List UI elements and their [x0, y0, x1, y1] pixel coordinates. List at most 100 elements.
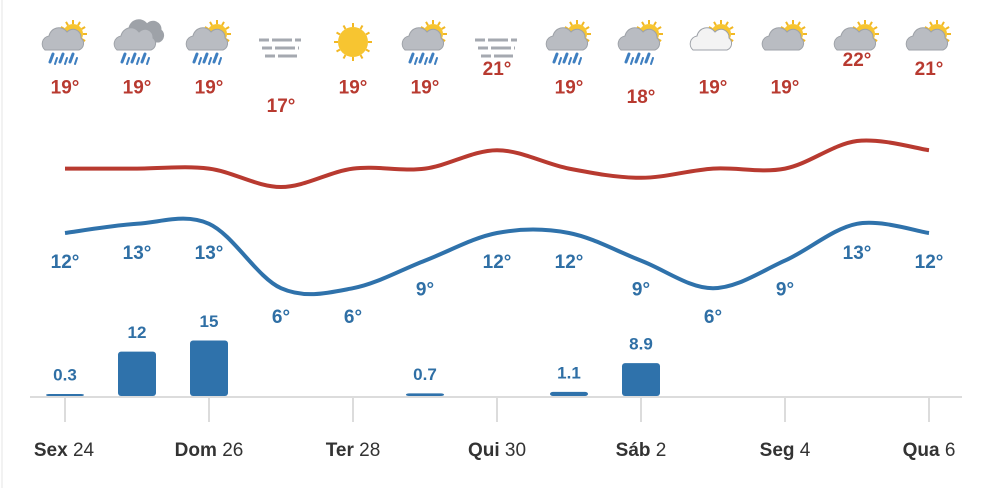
- rain-drop: [434, 57, 438, 65]
- rain-drop: [136, 57, 140, 65]
- rain-drop: [640, 57, 644, 65]
- rain-drop: [414, 57, 418, 65]
- rain-drop: [558, 57, 562, 65]
- weather-icon: [113, 19, 165, 65]
- sun-ray: [581, 21, 585, 26]
- cloud: [545, 27, 589, 51]
- rain-drop: [634, 52, 641, 64]
- low-label: 6°: [344, 307, 362, 328]
- cloud: [905, 27, 949, 51]
- sun-ray: [342, 54, 347, 59]
- precip-bar: [406, 393, 444, 396]
- sun-ray: [221, 21, 225, 26]
- sun: [338, 27, 368, 57]
- rain-drop: [644, 52, 651, 64]
- weather-icon: [259, 38, 301, 58]
- sun-ray: [657, 26, 662, 30]
- cloud: [761, 27, 805, 51]
- sun-ray: [929, 21, 933, 26]
- sun-ray: [336, 48, 341, 53]
- sun-ray: [342, 25, 347, 30]
- x-date: 4: [800, 440, 811, 461]
- high-label: 22°: [843, 50, 872, 71]
- high-label: 19°: [123, 78, 152, 99]
- rain-drop: [208, 57, 212, 65]
- low-label: 13°: [195, 243, 224, 264]
- x-tick-label: Ter 28: [326, 440, 381, 461]
- rain-drop: [146, 57, 150, 65]
- precip-bar: [118, 351, 156, 396]
- rain-drop: [418, 52, 425, 64]
- sun-ray: [65, 21, 69, 26]
- cloud: [41, 27, 85, 51]
- cloud: [185, 27, 229, 51]
- weather-icon: [401, 20, 447, 65]
- rain-drop: [54, 57, 58, 65]
- precip-label: 12: [128, 323, 147, 342]
- high-label: 19°: [699, 78, 728, 99]
- x-date: 2: [656, 440, 667, 461]
- weather-icon: [41, 20, 87, 65]
- sun-ray: [653, 21, 657, 26]
- low-line: [64, 216, 930, 297]
- sun-ray: [225, 26, 230, 30]
- x-tick-label: Sáb 2: [616, 440, 667, 461]
- low-label: 12°: [51, 252, 80, 273]
- precip-label: 15: [200, 312, 219, 331]
- weather-icon: [185, 20, 231, 65]
- high-label: 18°: [627, 87, 656, 108]
- sun-ray: [873, 26, 878, 30]
- low-label: 12°: [483, 252, 512, 273]
- rain-drop: [218, 57, 222, 65]
- rain-drop: [126, 57, 130, 65]
- rain-drop: [130, 52, 137, 64]
- sun-ray: [797, 21, 801, 26]
- high-label: 19°: [771, 78, 800, 99]
- rain-drop: [408, 52, 415, 64]
- x-date: 28: [359, 440, 380, 461]
- high-line: [65, 138, 930, 190]
- cloud: [617, 27, 661, 51]
- sun-ray: [569, 21, 573, 26]
- sun-ray: [359, 25, 364, 30]
- precip-label: 1.1: [557, 363, 581, 382]
- weather-icon: [475, 38, 517, 58]
- cloud: [113, 27, 157, 51]
- sun-ray: [209, 21, 213, 26]
- sun-ray: [585, 26, 590, 30]
- weather-icon: [617, 20, 663, 65]
- rain-drop: [562, 52, 569, 64]
- low-label: 6°: [704, 307, 722, 328]
- x-day: Qui: [468, 440, 500, 461]
- high-label: 17°: [267, 96, 296, 117]
- high-label: 19°: [51, 78, 80, 99]
- weather-icon: [905, 20, 951, 51]
- x-day: Sex: [34, 440, 68, 461]
- weather-icon: [334, 23, 372, 61]
- precip-bar: [550, 391, 588, 396]
- low-label: 13°: [843, 243, 872, 264]
- rain-drop: [650, 57, 654, 65]
- high-label: 21°: [915, 59, 944, 80]
- precip-bar: [46, 394, 84, 396]
- sun-ray: [785, 21, 789, 26]
- precip-bar: [190, 340, 228, 396]
- rain-drop: [74, 57, 78, 65]
- x-tick-label: Sex 24: [34, 440, 95, 461]
- precip-label: 0.7: [413, 365, 437, 384]
- rain-drop: [202, 52, 209, 64]
- sun-ray: [869, 21, 873, 26]
- x-date: 26: [222, 440, 243, 461]
- rain-drop: [212, 52, 219, 64]
- sun-ray: [945, 26, 950, 30]
- rain-drop: [428, 52, 435, 64]
- rain-drop: [68, 52, 75, 64]
- x-tick-label: Dom 26: [175, 440, 244, 461]
- sun-ray: [425, 21, 429, 26]
- precip-label: 0.3: [53, 365, 77, 384]
- sun-ray: [81, 26, 86, 30]
- x-date: 6: [945, 440, 956, 461]
- x-date: 30: [505, 440, 526, 461]
- x-day: Ter: [326, 440, 355, 461]
